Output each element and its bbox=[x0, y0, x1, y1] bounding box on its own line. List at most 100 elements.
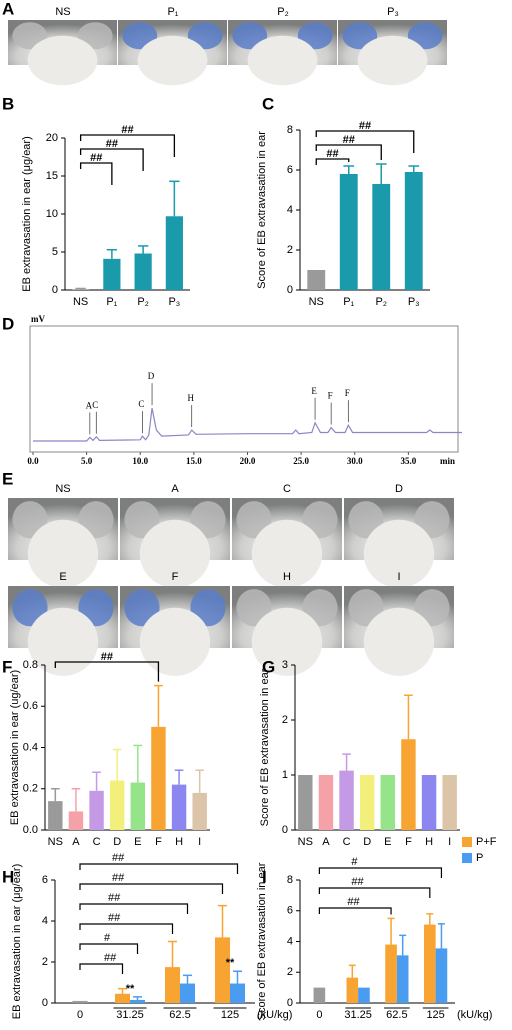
y-tick-label: 6 bbox=[287, 164, 293, 176]
photo-caption: C bbox=[283, 483, 291, 495]
ear bbox=[187, 22, 223, 50]
x-tick-label: P₁ bbox=[343, 296, 354, 308]
chromatogram-line bbox=[33, 407, 462, 442]
ear bbox=[302, 589, 338, 627]
head bbox=[363, 519, 435, 588]
legend-swatch bbox=[462, 837, 472, 847]
significance-bracket bbox=[79, 863, 239, 874]
y-tick-label: 0 bbox=[42, 997, 48, 1009]
bar bbox=[130, 999, 145, 1003]
y-tick-label: 0.6 bbox=[23, 700, 38, 712]
x-tick-label: NS bbox=[309, 296, 324, 308]
bar bbox=[230, 983, 245, 1003]
y-tick-label: 6 bbox=[42, 874, 48, 886]
y-tick-label: 0 bbox=[52, 284, 58, 296]
y-tick-label: 0 bbox=[282, 824, 288, 836]
y-tick-label: 2 bbox=[287, 244, 293, 256]
x-tick-label: NS bbox=[48, 836, 63, 848]
x-tick-label: NS bbox=[73, 296, 88, 308]
y-tick-label: 0 bbox=[287, 284, 293, 296]
panel-label: C bbox=[262, 94, 274, 113]
y-tick-label: 0 bbox=[287, 997, 293, 1009]
photo-caption: NS bbox=[55, 6, 70, 18]
y-axis-label: Score of EB extravasation in ear bbox=[256, 862, 268, 1020]
bar bbox=[89, 790, 104, 830]
bar bbox=[372, 184, 391, 290]
head bbox=[251, 607, 323, 676]
x-tick-label: 10.0 bbox=[132, 456, 148, 466]
star-label: ** bbox=[226, 957, 235, 969]
ear bbox=[348, 501, 384, 539]
y-tick-label: 4 bbox=[287, 935, 293, 947]
head bbox=[27, 519, 99, 588]
significance-bracket bbox=[79, 162, 113, 185]
panel-label: G bbox=[262, 657, 275, 676]
ear bbox=[348, 589, 384, 627]
bar bbox=[318, 775, 334, 830]
x-tick-label: 0.0 bbox=[27, 456, 39, 466]
bar bbox=[421, 775, 437, 830]
ear bbox=[297, 22, 333, 50]
bar bbox=[346, 977, 359, 1003]
panel-label: E bbox=[2, 469, 13, 488]
significance-bracket bbox=[79, 903, 189, 914]
bar bbox=[72, 289, 90, 290]
bar bbox=[358, 987, 370, 1003]
bar bbox=[380, 775, 396, 830]
bar bbox=[165, 216, 183, 290]
significance-label: ## bbox=[326, 148, 338, 160]
photo-caption: P₃ bbox=[387, 6, 399, 18]
ear bbox=[407, 22, 443, 50]
photo-caption: P₁ bbox=[167, 6, 178, 18]
x-tick-label: A bbox=[72, 836, 80, 848]
ear bbox=[77, 22, 113, 50]
legend-label: P bbox=[476, 852, 483, 864]
significance-label: ## bbox=[112, 872, 125, 884]
y-axis-label: EB extravasation in ear (μg/ear) bbox=[21, 136, 33, 292]
y-tick-label: 8 bbox=[287, 874, 293, 886]
x-tick-label: H bbox=[175, 836, 183, 848]
significance-label: ## bbox=[108, 912, 121, 924]
ear bbox=[232, 22, 268, 50]
y-tick-label: 0.2 bbox=[23, 783, 38, 795]
y-axis-label: Score of EB extravasation in ear bbox=[259, 668, 271, 826]
significance-label: # bbox=[104, 932, 111, 944]
peak-label: E bbox=[311, 386, 317, 396]
head bbox=[27, 35, 98, 86]
bar bbox=[404, 172, 423, 290]
x-tick-label: 15.0 bbox=[186, 456, 202, 466]
y-tick-label: 15 bbox=[46, 170, 58, 182]
significance-label: ## bbox=[351, 876, 364, 888]
head bbox=[139, 519, 211, 588]
head bbox=[363, 607, 435, 676]
y-tick-label: 2 bbox=[287, 966, 293, 978]
bar bbox=[359, 775, 375, 830]
x-tick-label: P₃ bbox=[408, 296, 420, 308]
photo-caption: P₂ bbox=[277, 6, 289, 18]
ear bbox=[12, 589, 48, 627]
x-tick-label: 125 bbox=[426, 1009, 444, 1021]
ear bbox=[124, 501, 160, 539]
y-axis-label: Score of EB extravasation in ear bbox=[256, 131, 268, 289]
significance-bracket bbox=[54, 661, 160, 682]
head bbox=[137, 35, 208, 86]
bar bbox=[103, 258, 121, 290]
panel-label: B bbox=[2, 94, 14, 113]
x-tick-label: H bbox=[425, 836, 433, 848]
significance-label: ## bbox=[101, 651, 113, 663]
significance-label: ## bbox=[359, 120, 371, 132]
y-tick-label: 20 bbox=[46, 132, 58, 144]
bar bbox=[307, 270, 326, 290]
bar bbox=[115, 993, 130, 1003]
ear bbox=[12, 22, 48, 50]
x-tick-label: 31.25 bbox=[116, 1009, 144, 1021]
significance-label: ## bbox=[121, 124, 133, 136]
significance-bracket bbox=[79, 923, 174, 934]
bar bbox=[385, 944, 397, 1003]
y-tick-label: 0.8 bbox=[23, 659, 38, 671]
peak-label: H bbox=[187, 393, 194, 403]
x-tick-label: A bbox=[322, 836, 330, 848]
x-tick-label: 35.0 bbox=[401, 456, 417, 466]
significance-label: ## bbox=[347, 896, 360, 908]
